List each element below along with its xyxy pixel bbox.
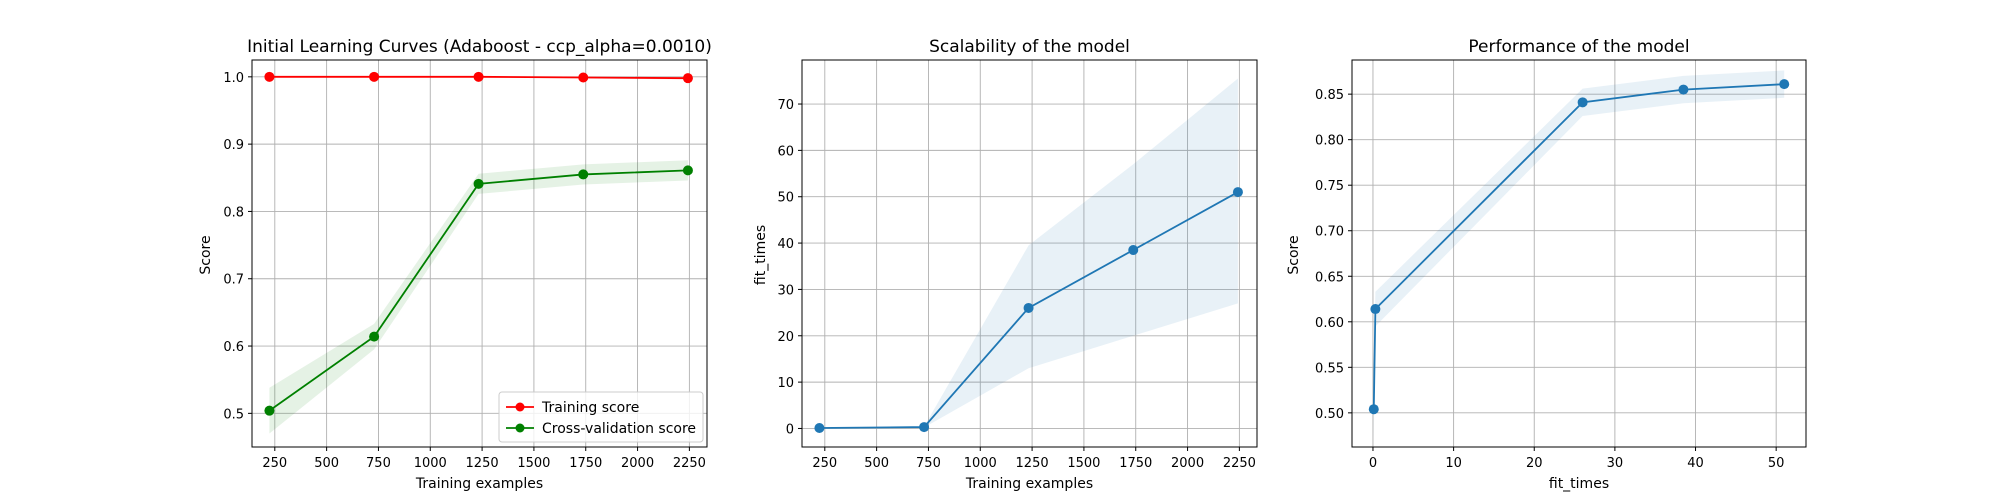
legend-box <box>498 391 704 443</box>
x-tick-label: 10 <box>1445 456 1462 471</box>
data-point <box>1577 97 1588 108</box>
y-axis-label: Score <box>198 235 214 274</box>
panel-learning-curves: Initial Learning Curves (Adaboost - ccp_… <box>198 37 712 492</box>
confidence-band <box>819 78 1238 429</box>
data-point <box>682 73 693 84</box>
x-tick-label: 250 <box>262 456 287 471</box>
panel-scalability: Scalability of the model Training exampl… <box>753 37 1258 492</box>
y-axis-label: fit_times <box>753 225 769 285</box>
data-point <box>578 169 589 180</box>
data-point <box>919 422 930 433</box>
y-tick-label: 0.65 <box>1315 270 1344 285</box>
axes-frame <box>1351 59 1807 448</box>
plot-area-2: 0 10 20 30 40 50 0.50 0.55 0.60 0.65 0.70 0.75 0.80 0… <box>1315 59 1807 471</box>
x-tick-label: 500 <box>314 456 339 471</box>
data-point <box>1678 84 1689 95</box>
x-tick-label: 30 <box>1607 456 1624 471</box>
panel-title: Initial Learning Curves (Adaboost - ccp_… <box>247 37 712 57</box>
axes-frame <box>251 59 708 448</box>
legend: Training score Cross-validation score <box>498 391 704 443</box>
data-point <box>369 71 380 82</box>
x-tick-label: 1250 <box>466 456 499 471</box>
x-tick-label: 1500 <box>517 456 550 471</box>
y-axis-label: Score <box>1286 235 1302 274</box>
data-point <box>264 71 275 82</box>
x-tick-label: 1000 <box>964 456 997 471</box>
y-tick-label: 0.8 <box>223 205 244 220</box>
data-point <box>264 405 275 416</box>
y-tick-label: 0.9 <box>223 138 244 153</box>
x-tick-label: 1250 <box>1016 456 1049 471</box>
x-tick-label: 1750 <box>1119 456 1152 471</box>
x-tick-label: 250 <box>812 456 837 471</box>
x-tick-label: 2000 <box>1171 456 1204 471</box>
y-tick-label: 40 <box>777 237 794 252</box>
x-tick-label: 500 <box>864 456 889 471</box>
x-tick-label: 1500 <box>1067 456 1100 471</box>
y-tick-label: 1.0 <box>223 71 244 86</box>
legend-label-training: Training score <box>541 400 639 416</box>
y-tick-label: 70 <box>777 98 794 113</box>
data-point <box>1370 304 1381 315</box>
data-point <box>578 72 589 83</box>
axes-frame <box>801 59 1258 448</box>
y-tick-label: 0.70 <box>1315 225 1344 240</box>
x-tick-label: 2000 <box>621 456 654 471</box>
panel-title: Scalability of the model <box>929 37 1130 57</box>
x-tick-label: 20 <box>1526 456 1543 471</box>
x-tick-label: 50 <box>1768 456 1785 471</box>
x-tick-label: 2250 <box>1223 456 1256 471</box>
x-tick-label: 750 <box>916 456 941 471</box>
y-tick-label: 50 <box>777 191 794 206</box>
x-axis-label: fit_times <box>1549 476 1609 492</box>
data-point <box>473 178 484 189</box>
y-tick-label: 0.6 <box>223 340 244 355</box>
x-tick-label: 750 <box>366 456 391 471</box>
data-point <box>1779 79 1790 90</box>
y-tick-label: 10 <box>777 376 794 391</box>
panel-title: Performance of the model <box>1468 37 1689 57</box>
x-axis-label: Training examples <box>965 476 1093 492</box>
y-tick-label: 0.60 <box>1315 316 1344 331</box>
data-point <box>473 71 484 82</box>
y-tick-label: 20 <box>777 330 794 345</box>
y-tick-label: 0.80 <box>1315 134 1344 149</box>
legend-label-cv: Cross-validation score <box>542 421 696 437</box>
data-point <box>814 422 825 433</box>
x-tick-label: 1750 <box>569 456 602 471</box>
x-axis-label: Training examples <box>415 476 543 492</box>
data-point <box>682 165 693 176</box>
legend-marker-cv <box>515 423 525 433</box>
x-tick-label: 40 <box>1687 456 1704 471</box>
data-point <box>1368 404 1379 415</box>
y-tick-label: 0.55 <box>1315 361 1344 376</box>
y-tick-label: 0.50 <box>1315 407 1344 422</box>
plot-area-1: 250 500 750 1000 1250 1500 1750 2000 2250 0 10 20 30… <box>777 59 1258 471</box>
data-point <box>369 331 380 342</box>
x-tick-label: 1000 <box>414 456 447 471</box>
panel-performance: Performance of the model fit_times Score… <box>1286 37 1807 492</box>
y-tick-label: 0.85 <box>1315 88 1344 103</box>
y-tick-label: 0 <box>786 422 794 437</box>
data-point <box>1128 245 1139 256</box>
y-tick-label: 30 <box>777 283 794 298</box>
x-tick-label: 0 <box>1369 456 1377 471</box>
legend-marker-training <box>515 402 525 412</box>
y-tick-label: 0.75 <box>1315 179 1344 194</box>
x-tick-label: 2250 <box>673 456 706 471</box>
y-tick-label: 0.5 <box>223 407 244 422</box>
y-tick-label: 0.7 <box>223 273 244 288</box>
data-point <box>1232 187 1243 198</box>
data-point <box>1023 302 1034 313</box>
y-tick-label: 60 <box>777 144 794 159</box>
plot-area-0: 250 500 750 1000 1250 1500 1750 2000 2250 0.5 0.6 0… <box>223 59 708 471</box>
